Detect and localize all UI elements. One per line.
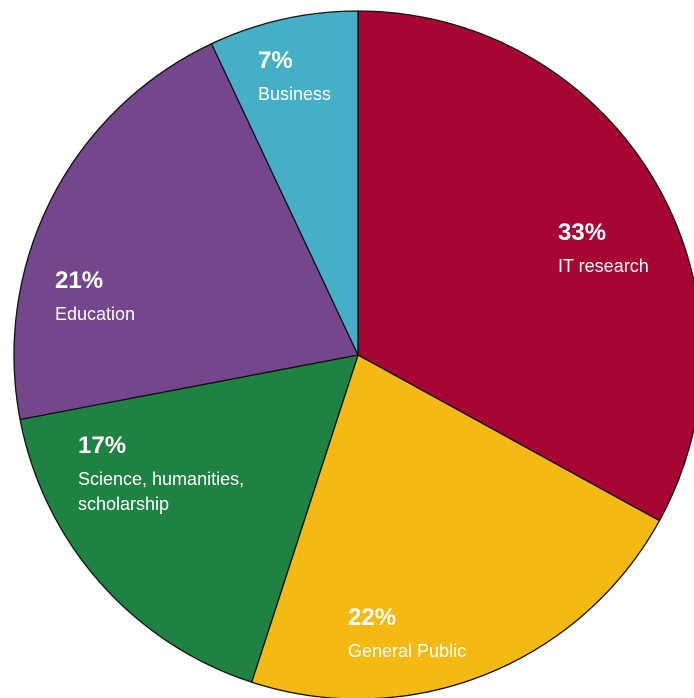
pie-category-label-science-humanities-scholarship-line-2: scholarship: [78, 494, 169, 514]
pie-slice-business: [210, 10, 359, 356]
pie-slice-general-public: [251, 354, 661, 698]
pie-slices: [13, 10, 694, 698]
pie-labels: 33% IT research 22% General Public 17% Scienc…: [55, 47, 649, 661]
pie-value-label-it-research: 33%: [558, 219, 606, 246]
pie-value-label-general-public: 22%: [348, 604, 396, 631]
pie-category-label-education: Education: [55, 304, 135, 324]
pie-value-label-business: 7%: [258, 47, 293, 74]
pie-category-label-it-research: IT research: [558, 256, 649, 276]
pie-category-label-business: Business: [258, 84, 331, 104]
pie-category-label-science-humanities-scholarship-line-1: Science, humanities,: [78, 469, 244, 489]
pie-slice-science-humanities-scholarship: [19, 354, 359, 683]
pie-category-label-general-public: General Public: [348, 641, 466, 661]
pie-value-label-education: 21%: [55, 267, 103, 294]
pie-slice-education: [13, 43, 359, 421]
pie-value-label-science-humanities-scholarship: 17%: [78, 432, 126, 459]
